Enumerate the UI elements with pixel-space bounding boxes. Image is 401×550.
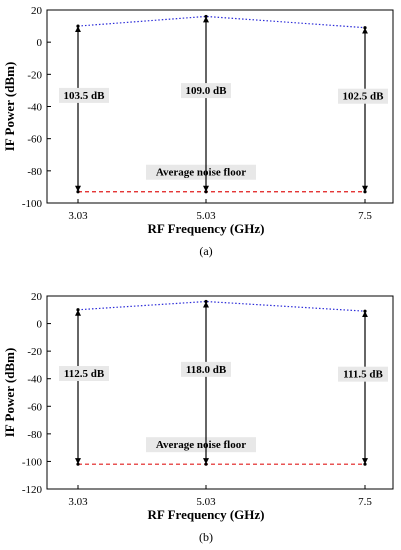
dynamic-range-label: 118.0 dB bbox=[186, 364, 227, 376]
dynamic-range-label-bg bbox=[181, 361, 231, 377]
y-tick-label: -20 bbox=[27, 346, 42, 358]
x-tick-label: 7.5 bbox=[358, 210, 372, 222]
series-line bbox=[77, 15, 366, 29]
signal-point bbox=[76, 308, 80, 312]
x-tick-label: 3.03 bbox=[68, 210, 88, 222]
dynamic-range-label: 112.5 dB bbox=[64, 368, 105, 380]
dynamic-range-label-bg bbox=[338, 88, 388, 104]
y-tick-label: 0 bbox=[37, 319, 43, 331]
y-tick-label: -100 bbox=[22, 456, 43, 468]
signal-point bbox=[363, 309, 367, 313]
x-tick-label: 7.5 bbox=[358, 496, 372, 508]
signal-point bbox=[76, 24, 80, 28]
y-tick-label: -60 bbox=[27, 401, 42, 413]
y-tick-label: 20 bbox=[31, 291, 43, 303]
noise-point bbox=[363, 190, 367, 194]
dynamic-range-label-bg bbox=[181, 83, 231, 99]
y-tick-label: -120 bbox=[22, 484, 43, 496]
chart-panel-2: 20 0 -20 -40 -60 -80 -100 -120 3.03 5.03 7.5 RF Fre… bbox=[2, 291, 394, 544]
x-axis-title: RF Frequency (GHz) bbox=[148, 507, 265, 522]
signal-point bbox=[204, 299, 208, 304]
y-tick-label: 0 bbox=[37, 37, 43, 49]
dynamic-range-label: 102.5 dB bbox=[343, 91, 385, 103]
series-line bbox=[77, 300, 366, 312]
y-tick-label: 20 bbox=[31, 5, 43, 17]
y-tick-label: -100 bbox=[22, 198, 43, 210]
noise-floor-label-bg bbox=[146, 164, 256, 180]
panel-caption: (a) bbox=[199, 244, 212, 258]
dynamic-range-label-bg bbox=[59, 87, 109, 103]
y-tick-label: -60 bbox=[27, 134, 42, 146]
noise-floor-label: Average noise floor bbox=[156, 167, 246, 179]
x-tick-label: 3.03 bbox=[68, 496, 88, 508]
noise-point bbox=[204, 190, 208, 194]
noise-point bbox=[204, 462, 208, 466]
dynamic-range-label: 111.5 dB bbox=[343, 369, 383, 381]
dynamic-range-label: 109.0 dB bbox=[186, 85, 228, 97]
y-tick-label: -20 bbox=[27, 69, 42, 81]
noise-point bbox=[363, 462, 367, 466]
noise-floor-label: Average noise floor bbox=[156, 439, 246, 451]
y-tick-label: -40 bbox=[27, 102, 42, 114]
y-tick-label: -40 bbox=[27, 374, 42, 386]
signal-point bbox=[204, 14, 208, 19]
x-tick-label: 5.03 bbox=[196, 496, 216, 508]
x-tick-label: 5.03 bbox=[196, 210, 216, 222]
y-axis-title: IF Power (dBm) bbox=[2, 348, 17, 438]
noise-point bbox=[76, 190, 80, 194]
dynamic-range-label: 103.5 dB bbox=[64, 90, 106, 102]
dynamic-range-label-bg bbox=[59, 365, 109, 381]
chart-panel-1: 20 0 -20 -40 -60 -80 -100 3.03 5.03 7.5 RF Frequen… bbox=[2, 5, 394, 258]
x-axis-title: RF Frequency (GHz) bbox=[148, 221, 265, 236]
y-axis-title: IF Power (dBm) bbox=[2, 62, 17, 152]
panel-caption: (b) bbox=[199, 530, 213, 544]
noise-point bbox=[76, 462, 80, 466]
noise-floor-label-bg bbox=[146, 437, 256, 453]
signal-point bbox=[363, 26, 367, 30]
dynamic-range-label-bg bbox=[338, 366, 388, 382]
plot-area-frame bbox=[46, 295, 394, 490]
y-tick-label: -80 bbox=[27, 166, 42, 178]
y-tick-label: -80 bbox=[27, 429, 42, 441]
